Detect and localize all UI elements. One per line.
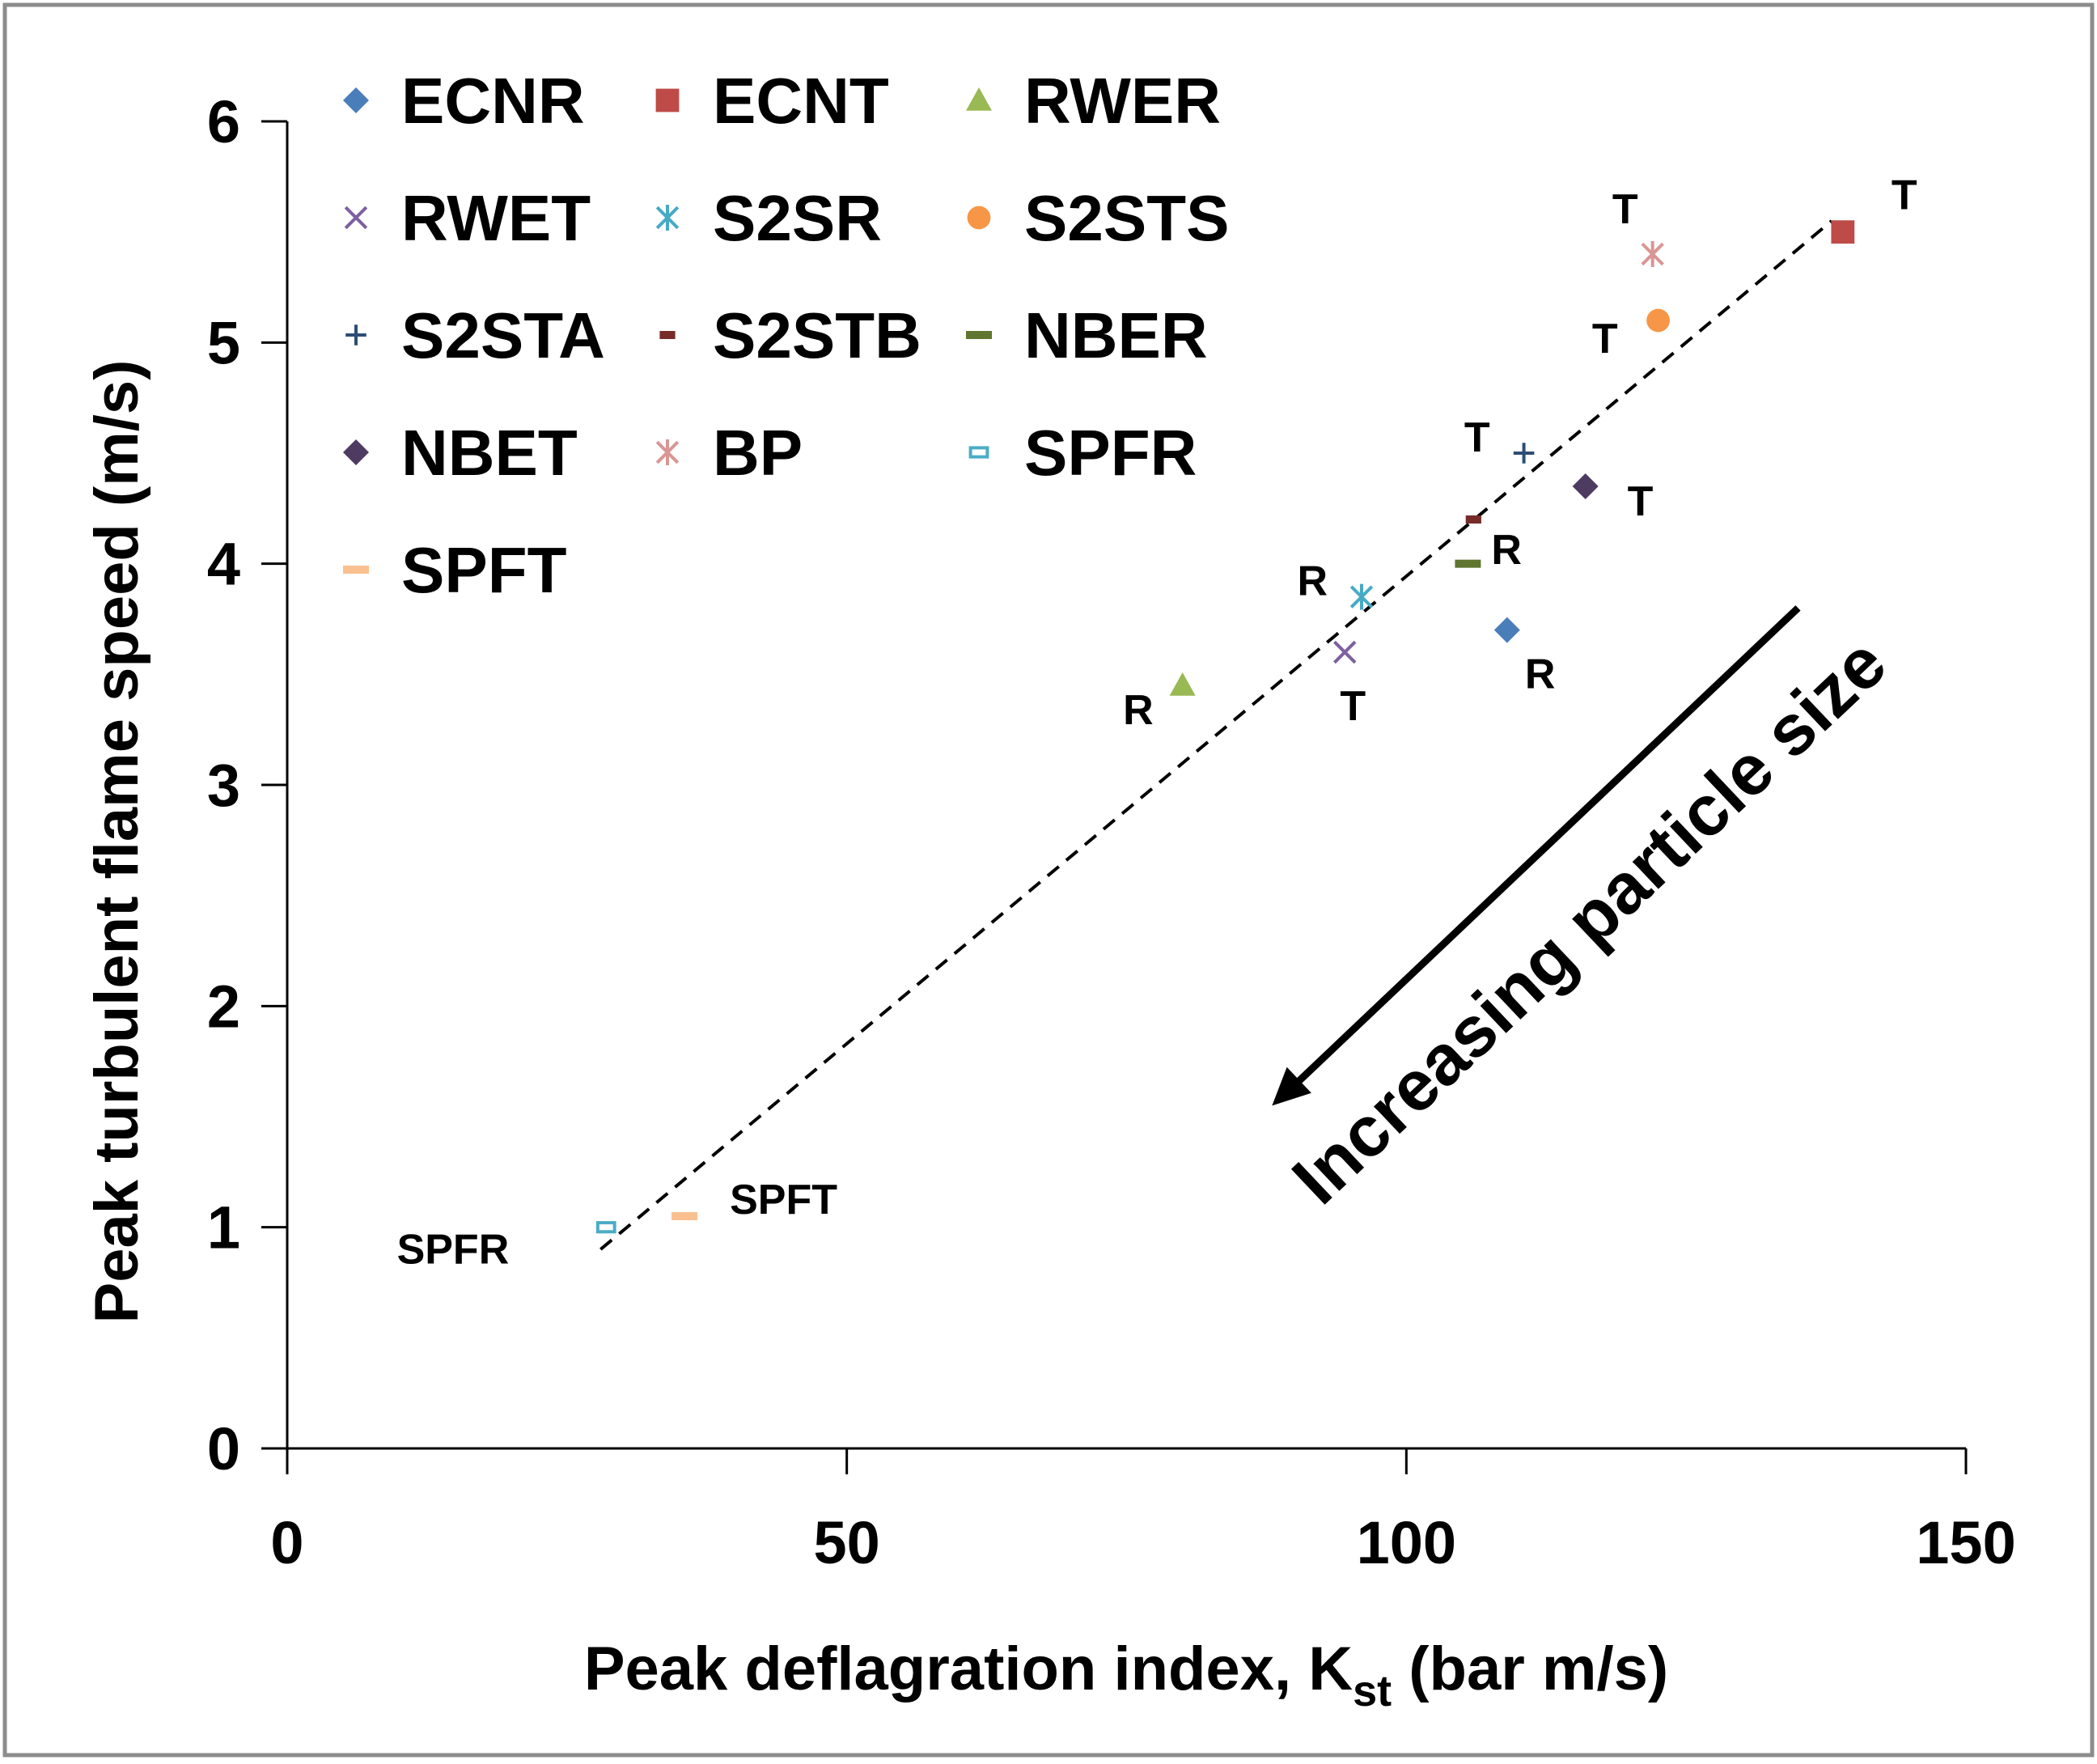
point-label-s2sta: T xyxy=(1464,414,1490,461)
point-label-rwet: T xyxy=(1340,683,1366,730)
legend-label-spfr: SPFR xyxy=(1024,417,1197,489)
legend-marker-nber xyxy=(966,331,992,339)
point-label-spft: SPFT xyxy=(730,1177,837,1223)
data-point-s2stb xyxy=(1465,515,1481,524)
x-tick-label: 100 xyxy=(1357,1509,1456,1576)
point-label-s2sr: R xyxy=(1297,558,1328,605)
y-tick-label: 0 xyxy=(207,1415,240,1482)
x-axis-title-suffix: (bar m/s) xyxy=(1392,1635,1668,1703)
data-point-ecnt xyxy=(1831,220,1855,244)
data-point-s2sr xyxy=(1349,583,1374,610)
legend-label-nber: NBER xyxy=(1024,299,1208,371)
legend-marker-rwer xyxy=(966,87,992,111)
legend-marker-ecnt xyxy=(655,88,680,112)
y-tick-label: 6 xyxy=(207,88,240,155)
legend-marker-nbet xyxy=(343,439,369,465)
y-tick-label: 2 xyxy=(207,973,240,1040)
trendline xyxy=(599,219,1833,1251)
legend-marker-spft xyxy=(343,566,369,574)
y-tick-label: 3 xyxy=(207,752,240,819)
y-tick-label: 1 xyxy=(207,1194,240,1262)
point-label-rwer: R xyxy=(1123,687,1154,734)
data-point-nber xyxy=(1455,559,1481,568)
legend-marker-s2stb xyxy=(659,331,676,339)
y-axis-title: Peak turbulent flame speed (m/s) xyxy=(83,360,151,1324)
y-tick-label: 4 xyxy=(207,531,240,598)
legend-label-ecnr: ECNR xyxy=(401,65,585,137)
point-label-s2stb: R xyxy=(1491,527,1522,574)
x-axis-title-subscript: st xyxy=(1353,1667,1392,1715)
legend-marker-spfr xyxy=(968,446,989,459)
point-label-ecnt: T xyxy=(1892,172,1917,219)
legend-label-ecnt: ECNT xyxy=(713,65,889,137)
legend-label-s2sts: S2STS xyxy=(1024,182,1229,254)
legend-label-spft: SPFT xyxy=(401,534,567,606)
legend-marker-bp xyxy=(655,439,680,465)
point-label-ecnr: R xyxy=(1525,651,1556,698)
data-point-bp xyxy=(1641,241,1664,267)
legend-label-rwer: RWER xyxy=(1024,65,1221,137)
legend-label-s2sr: S2SR xyxy=(713,182,882,254)
data-point-rwer xyxy=(1169,672,1196,696)
data-point-ecnr xyxy=(1493,617,1520,643)
data-point-spft xyxy=(671,1212,698,1220)
data-point-rwet xyxy=(1333,640,1357,664)
point-label-spfr: SPFR xyxy=(397,1227,510,1274)
legend-label-nbet: NBET xyxy=(401,417,578,489)
x-tick-label: 150 xyxy=(1916,1509,2015,1576)
x-tick-label: 50 xyxy=(814,1509,880,1576)
legend-label-s2sta: S2STA xyxy=(401,299,605,371)
point-label-bp: T xyxy=(1612,186,1638,233)
data-point-s2sta xyxy=(1513,443,1535,464)
legend-marker-s2sta xyxy=(345,324,366,346)
legend-marker-rwet xyxy=(344,206,368,230)
legend-marker-s2sr xyxy=(655,205,680,231)
annotation-arrow-shaft xyxy=(1284,605,1801,1096)
y-tick-label: 5 xyxy=(207,309,240,376)
x-tick-label: 0 xyxy=(270,1509,303,1576)
data-point-nbet xyxy=(1572,473,1599,499)
legend-marker-s2sts xyxy=(967,206,991,230)
legend-label-rwet: RWET xyxy=(401,182,591,254)
data-point-spfr xyxy=(595,1221,616,1234)
x-axis-title-main: Peak deflagration index, K xyxy=(584,1635,1353,1703)
annotation-arrow-head xyxy=(1272,1066,1311,1106)
legend-label-s2stb: S2STB xyxy=(713,299,921,371)
x-axis-title: Peak deflagration index, Kst (bar m/s) xyxy=(584,1635,1668,1715)
legend-marker-ecnr xyxy=(343,87,369,113)
data-point-s2sts xyxy=(1646,308,1670,333)
legend-label-bp: BP xyxy=(713,417,803,489)
point-label-nbet: T xyxy=(1628,478,1654,525)
point-label-s2sts: T xyxy=(1592,316,1618,363)
